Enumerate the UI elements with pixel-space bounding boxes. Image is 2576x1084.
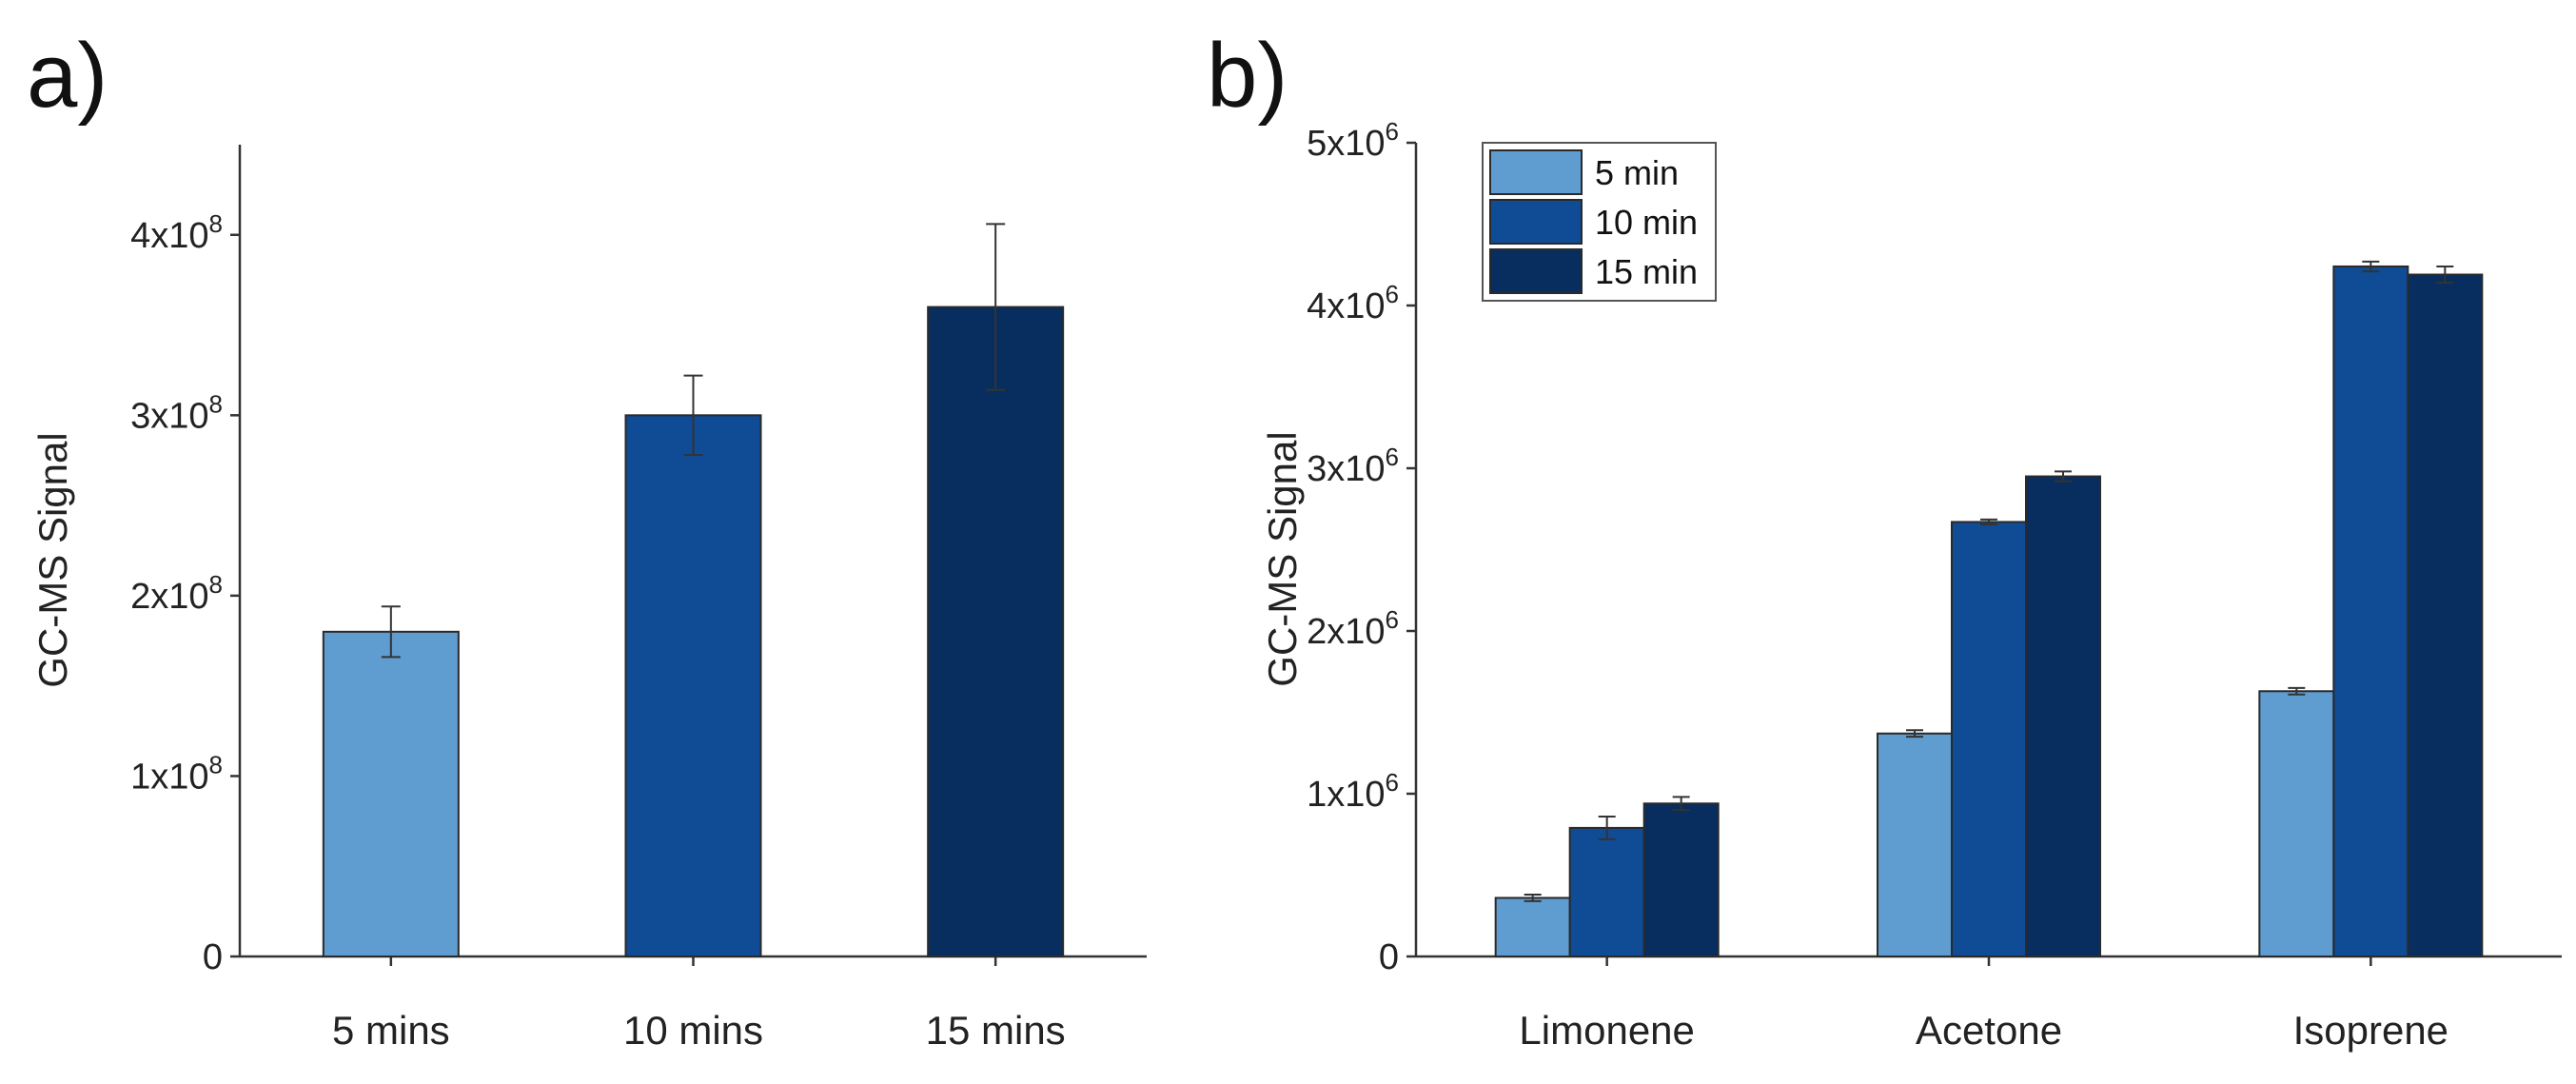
chart-a-y-tick-label-exponent: 8 [209, 209, 223, 238]
chart-b-y-tick-label-exponent: 6 [1386, 280, 1399, 308]
chart-a-x-tick-label: 10 mins [623, 1008, 763, 1053]
chart-b-bar [2332, 265, 2409, 957]
chart-b-y-tick-label-exponent: 6 [1386, 117, 1399, 146]
chart-a-bar [322, 630, 460, 957]
chart-b-y-tick-label-mantissa: 0 [1379, 937, 1399, 977]
chart-b-bar [1642, 802, 1720, 958]
chart-a-y-tick-label: 3x108 [130, 389, 223, 436]
chart-b-legend: 5 min 10 min 15 min [1482, 142, 1717, 302]
chart-b-y-tick-label-exponent: 6 [1386, 605, 1399, 634]
chart-a-bar [624, 414, 762, 958]
chart-b-bar [1568, 826, 1645, 957]
chart-b-legend-label: 15 min [1595, 252, 1698, 291]
chart-b-x-tick-label: Limonene [1519, 1008, 1694, 1053]
chart-b-bar [2407, 273, 2484, 957]
chart-b-bar [2258, 690, 2335, 958]
chart-b-y-tick-label-mantissa: 1x10 [1307, 775, 1385, 815]
chart-a-y-tick-label: 0 [203, 937, 223, 977]
chart-b-x-tick-label: Acetone [1916, 1008, 2062, 1053]
chart-b-x-tick-label: Isoprene [2293, 1008, 2448, 1053]
chart-b-y-tick-label-exponent: 6 [1386, 768, 1399, 797]
chart-b-bar [2025, 475, 2101, 957]
chart-b-y-tick-label-mantissa: 2x10 [1307, 612, 1385, 652]
chart-b-bar [1877, 732, 1953, 957]
chart-a-y-tick-label: 4x108 [130, 209, 223, 256]
chart-b-y-tick-label: 2x106 [1307, 605, 1399, 652]
chart-a-y-tick-label-exponent: 8 [209, 750, 223, 779]
chart-b-legend-label: 5 min [1595, 153, 1679, 192]
chart-b-y-tick-label: 0 [1379, 937, 1399, 977]
chart-a-y-tick-label: 2x108 [130, 570, 223, 617]
chart-b-y-tick-label-mantissa: 4x10 [1307, 286, 1385, 326]
chart-a-y-tick-label-mantissa: 3x10 [130, 396, 208, 436]
chart-b-legend-swatch [1489, 199, 1583, 245]
chart-a-y-tick-label-mantissa: 4x10 [130, 216, 208, 256]
chart-a-x-tick-label: 5 mins [332, 1008, 450, 1053]
chart-a-y-tick-label-exponent: 8 [209, 389, 223, 418]
chart-b-legend-label: 10 min [1595, 203, 1698, 242]
chart-b-y-tick-label: 3x106 [1307, 443, 1399, 489]
panel-label-b: b) [1207, 25, 1288, 127]
chart-b-y-tick-label: 1x106 [1307, 768, 1399, 815]
chart-b-bar [1951, 521, 2027, 957]
chart-b-y-tick-label: 5x106 [1307, 117, 1399, 164]
chart-b-y-tick-label-exponent: 6 [1386, 443, 1399, 471]
chart-a-bar [927, 305, 1065, 958]
chart-b-y-tick-label-mantissa: 3x10 [1307, 449, 1385, 489]
chart-a-y-tick-label-mantissa: 0 [203, 937, 223, 977]
chart-a-y-tick-label-exponent: 8 [209, 570, 223, 599]
chart-b-bar [1494, 897, 1571, 958]
chart-b-y-tick-label: 4x106 [1307, 280, 1399, 326]
chart-b-y-axis-title: GC-MS Signal [1260, 431, 1305, 686]
chart-a-x-tick-label: 15 mins [926, 1008, 1066, 1053]
chart-a-y-tick-label-mantissa: 1x10 [130, 757, 208, 797]
chart-b-legend-swatch [1489, 248, 1583, 294]
chart-b-legend-swatch [1489, 149, 1583, 195]
panel-label-a: a) [27, 25, 108, 127]
chart-a-y-tick-label-mantissa: 2x10 [130, 577, 208, 617]
chart-a-y-axis-title: GC-MS Signal [30, 432, 75, 687]
chart-b-y-tick-label-mantissa: 5x10 [1307, 124, 1385, 164]
chart-a-y-tick-label: 1x108 [130, 750, 223, 797]
